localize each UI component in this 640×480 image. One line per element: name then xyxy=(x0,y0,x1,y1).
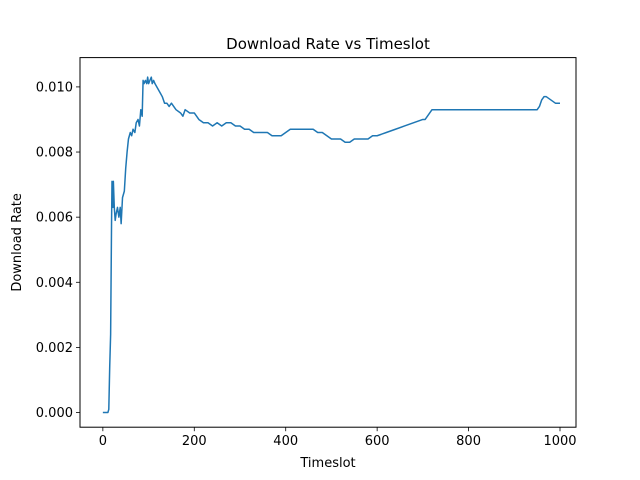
axes-frame xyxy=(79,57,577,428)
x-tick-label: 1000 xyxy=(543,434,576,449)
y-tick-label: 0.006 xyxy=(36,211,73,226)
chart-title: Download Rate vs Timeslot xyxy=(226,35,430,53)
y-tick-label: 0.008 xyxy=(36,146,73,161)
x-tick-label: 600 xyxy=(365,434,390,449)
y-tick-label: 0.004 xyxy=(36,276,73,291)
x-tick-label: 800 xyxy=(456,434,481,449)
x-tick-label: 200 xyxy=(182,434,207,449)
x-tick-label: 0 xyxy=(99,434,107,449)
x-tick-label: 400 xyxy=(273,434,298,449)
series-line-0 xyxy=(102,76,560,414)
x-axis-label: Timeslot xyxy=(299,456,355,471)
y-tick-label: 0.010 xyxy=(36,80,73,95)
y-tick-label: 0.002 xyxy=(36,341,73,356)
plot-content xyxy=(102,76,560,414)
x-axis-ticks: 0 200 400 600 800 1000 xyxy=(99,427,577,449)
y-axis-ticks: 0.000 0.002 0.004 0.006 0.008 0.010 xyxy=(36,80,80,421)
y-tick-label: 0.000 xyxy=(36,406,73,421)
y-axis-label: Download Rate xyxy=(10,193,25,292)
